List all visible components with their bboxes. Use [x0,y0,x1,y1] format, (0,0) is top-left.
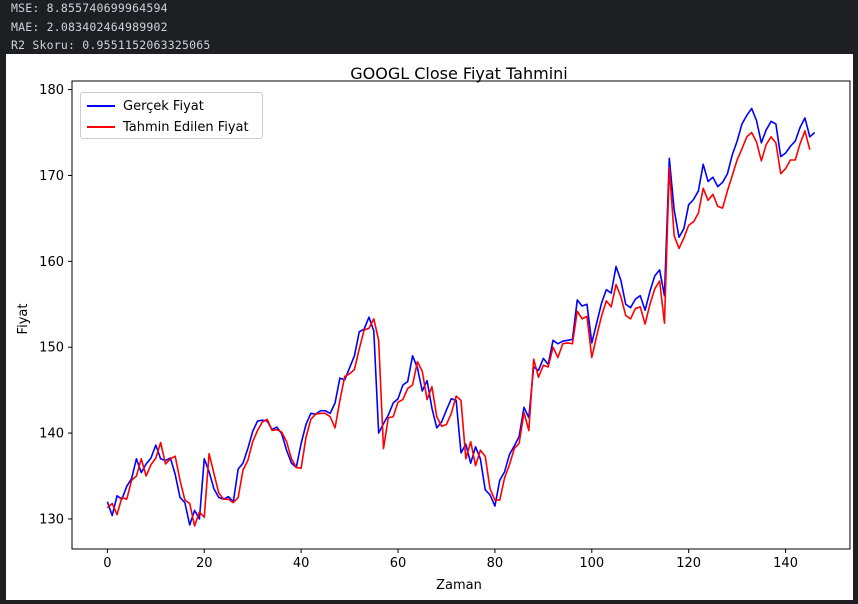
legend-item-actual: Gerçek Fiyat [87,96,204,116]
series-lines [106,107,816,527]
mae-output-line: MAE: 2.083402464989902 [11,20,168,34]
r2-output-line: R2 Skoru: 0.9551152063325065 [11,38,211,52]
chart-figure: GOOGL Close Fiyat Tahmini 0 20 40 60 80 100 12… [6,54,853,600]
y-tick-label: 180 [39,83,64,98]
x-tick-label: 100 [579,556,604,571]
legend-item-predicted: Tahmin Edilen Fiyat [87,117,249,137]
x-tick-label: 60 [390,556,407,571]
legend-label-predicted: Tahmin Edilen Fiyat [123,119,249,135]
series-line-actual [106,107,816,526]
legend-label-actual: Gerçek Fiyat [123,98,204,114]
x-tick-label: 140 [773,556,798,571]
x-tick-label: 80 [487,556,504,571]
x-tick-label: 0 [103,556,111,571]
chart-title: GOOGL Close Fiyat Tahmini [350,64,567,83]
x-tick-label: 20 [196,556,213,571]
legend-swatch-predicted [87,126,115,128]
y-tick-label: 170 [39,169,64,184]
y-axis-label: Fiyat [16,304,31,335]
x-tick-label: 40 [293,556,310,571]
plot-frame [71,80,851,550]
mse-output-line: MSE: 8.855740699964594 [11,1,168,15]
axis-ticks: 0 20 40 60 80 100 120 140 130 140 150 160 170 180 [39,83,798,571]
y-tick-label: 140 [39,427,64,442]
y-tick-label: 150 [39,341,64,356]
console-output: MSE: 8.855740699964594 MAE: 2.0834024649… [0,0,858,54]
chart-plot: GOOGL Close Fiyat Tahmini 0 20 40 60 80 100 12… [16,64,851,593]
x-tick-label: 120 [676,556,701,571]
series-line-predicted [106,130,811,527]
y-tick-label: 160 [39,255,64,270]
y-tick-label: 130 [39,512,64,527]
chart-legend: Gerçek Fiyat Tahmin Edilen Fiyat [80,92,263,139]
x-axis-label: Zaman [436,578,482,593]
legend-swatch-actual [87,105,115,107]
